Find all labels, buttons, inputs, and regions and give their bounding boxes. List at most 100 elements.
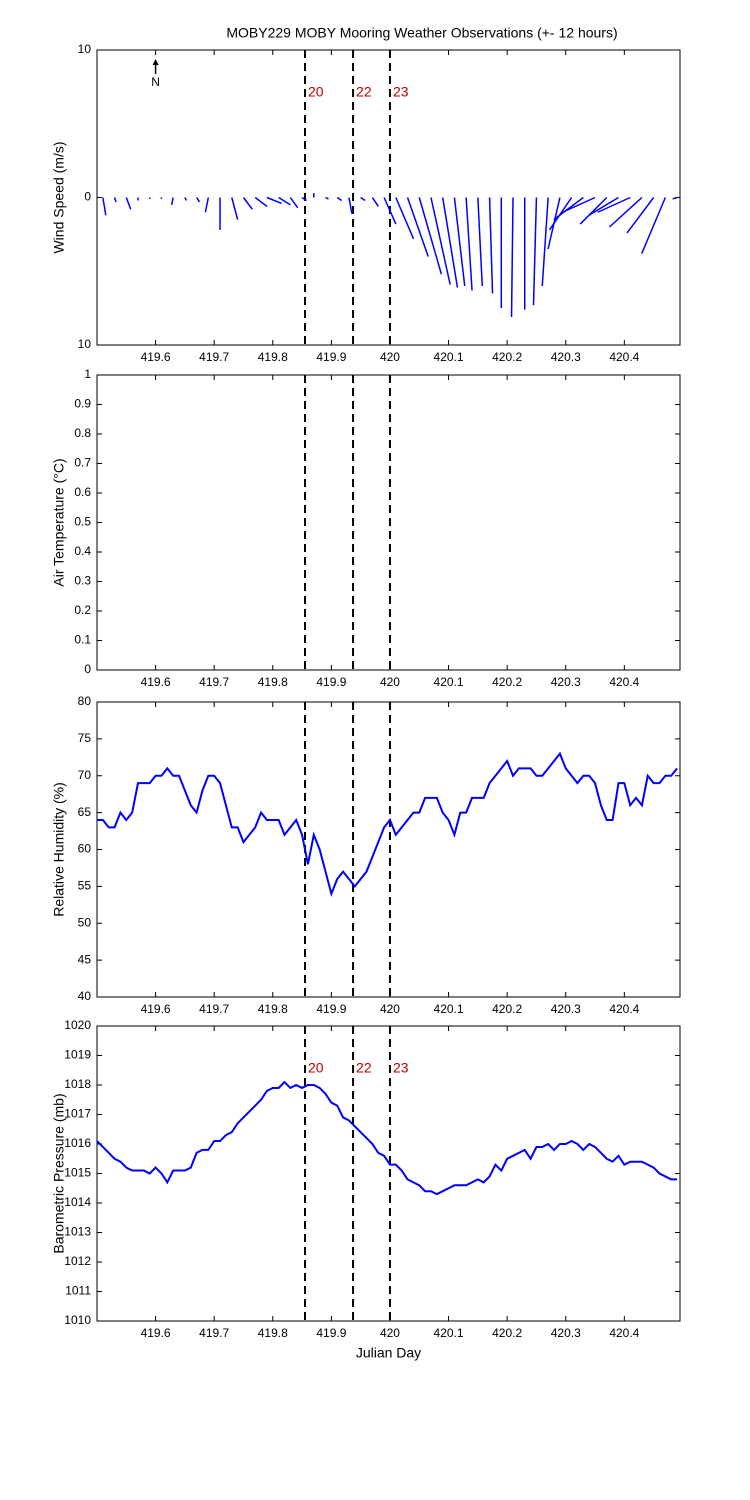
wind-stick	[510, 197, 514, 317]
wind-stick	[553, 196, 584, 221]
wind-stick	[641, 197, 667, 254]
x-tick-label: 419.7	[199, 350, 229, 364]
wind-stick	[626, 197, 655, 234]
y-tick-label: 40	[78, 989, 92, 1003]
wind-stick	[562, 196, 596, 213]
figure-title: MOBY229 MOBY Mooring Weather Observation…	[226, 25, 617, 41]
data-line	[96, 1080, 678, 1196]
event-label: 23	[393, 1060, 409, 1076]
wind-stick	[204, 197, 210, 213]
data-line	[97, 751, 678, 897]
x-tick-label: 420.2	[492, 1326, 522, 1340]
y-tick-label: 1017	[64, 1107, 91, 1121]
x-tick-label: 419.8	[258, 675, 288, 689]
north-label: N	[151, 75, 160, 89]
x-axis-label: Julian Day	[356, 1345, 421, 1361]
wind-stick	[371, 197, 379, 207]
x-tick-label: 419.7	[199, 1326, 229, 1340]
y-tick-label: 1020	[64, 1018, 91, 1032]
x-tick-label: 420	[380, 1002, 400, 1016]
x-tick-label: 420	[380, 1326, 400, 1340]
x-tick-label: 420.4	[609, 350, 639, 364]
x-tick-label: 420.2	[492, 350, 522, 364]
wind-stick	[588, 196, 619, 216]
wind-stick	[348, 197, 353, 214]
wind-stick	[597, 196, 631, 213]
wind-stick	[532, 197, 538, 306]
wind-stick	[441, 197, 459, 288]
y-tick-label: 0.1	[74, 633, 91, 647]
x-tick-label: 420.3	[551, 1002, 581, 1016]
wind-stick	[395, 197, 415, 240]
y-tick-label: 0.9	[74, 397, 91, 411]
x-tick-label: 419.9	[316, 675, 346, 689]
wind-stick	[170, 197, 174, 206]
x-tick-label: 420.1	[434, 1326, 464, 1340]
wind-stick	[231, 197, 239, 220]
y-tick-label: 80	[78, 694, 92, 708]
x-tick-label: 419.8	[258, 1326, 288, 1340]
y-tick-label: 0	[84, 190, 91, 204]
x-tick-label: 419.6	[141, 350, 171, 364]
y-tick-label: 75	[78, 731, 92, 745]
y-tick-label: 1014	[64, 1195, 91, 1209]
y-tick-label: 45	[78, 952, 92, 966]
x-tick-label: 419.9	[316, 350, 346, 364]
x-tick-label: 420	[380, 675, 400, 689]
x-tick-label: 419.6	[141, 675, 171, 689]
x-tick-label: 419.8	[258, 350, 288, 364]
event-label: 20	[308, 1060, 324, 1076]
y-tick-label: 0	[84, 662, 91, 676]
x-tick-label: 419.7	[199, 1002, 229, 1016]
x-tick-label: 420.4	[609, 1326, 639, 1340]
north-arrow-head	[152, 59, 159, 65]
y-tick-label: 1019	[64, 1048, 91, 1062]
y-tick-label: 55	[78, 879, 92, 893]
x-tick-label: 419.6	[141, 1002, 171, 1016]
y-tick-label: 1016	[64, 1136, 91, 1150]
wind-stick	[301, 196, 307, 202]
wind-stick	[430, 197, 451, 285]
wind-stick	[242, 197, 253, 210]
event-label: 22	[356, 84, 372, 100]
y-tick-label: 50	[78, 915, 92, 929]
event-label: 23	[393, 84, 409, 100]
y-tick-label: 1012	[64, 1254, 91, 1268]
x-tick-label: 420.2	[492, 675, 522, 689]
y-tick-label: 0.2	[74, 603, 91, 617]
event-label: 20	[308, 84, 324, 100]
x-tick-label: 419.7	[199, 675, 229, 689]
y-tick-label: 1013	[64, 1225, 91, 1239]
x-tick-label: 420.1	[434, 1002, 464, 1016]
x-tick-label: 419.8	[258, 1002, 288, 1016]
x-tick-label: 420.1	[434, 350, 464, 364]
wind-stick	[195, 197, 201, 203]
wind-stick	[360, 196, 366, 202]
wind-stick	[325, 196, 329, 200]
wind-stick	[406, 197, 429, 257]
y-axis-label: Wind Speed (m/s)	[51, 141, 67, 253]
x-tick-label: 420.2	[492, 1002, 522, 1016]
x-tick-label: 420.3	[551, 350, 581, 364]
wind-stick	[579, 196, 608, 225]
wind-stick	[488, 197, 494, 294]
wind-stick	[418, 197, 443, 275]
y-axis-label: Barometric Pressure (mb)	[51, 1093, 67, 1253]
wind-stick	[102, 197, 107, 216]
x-tick-label: 420.4	[609, 675, 639, 689]
x-tick-label: 420.3	[551, 675, 581, 689]
y-tick-label: 0.7	[74, 456, 91, 470]
y-tick-label: 1010	[64, 1313, 91, 1327]
y-tick-label: 10	[78, 42, 92, 56]
y-tick-label: 1015	[64, 1166, 91, 1180]
y-tick-label: 1018	[64, 1077, 91, 1091]
y-tick-label: 1011	[65, 1284, 91, 1298]
y-tick-label: 0.5	[74, 515, 91, 529]
wind-stick	[453, 197, 466, 287]
wind-stick	[254, 196, 268, 207]
wind-stick	[278, 196, 291, 206]
wind-stick	[289, 197, 299, 209]
x-tick-label: 420	[380, 350, 400, 364]
